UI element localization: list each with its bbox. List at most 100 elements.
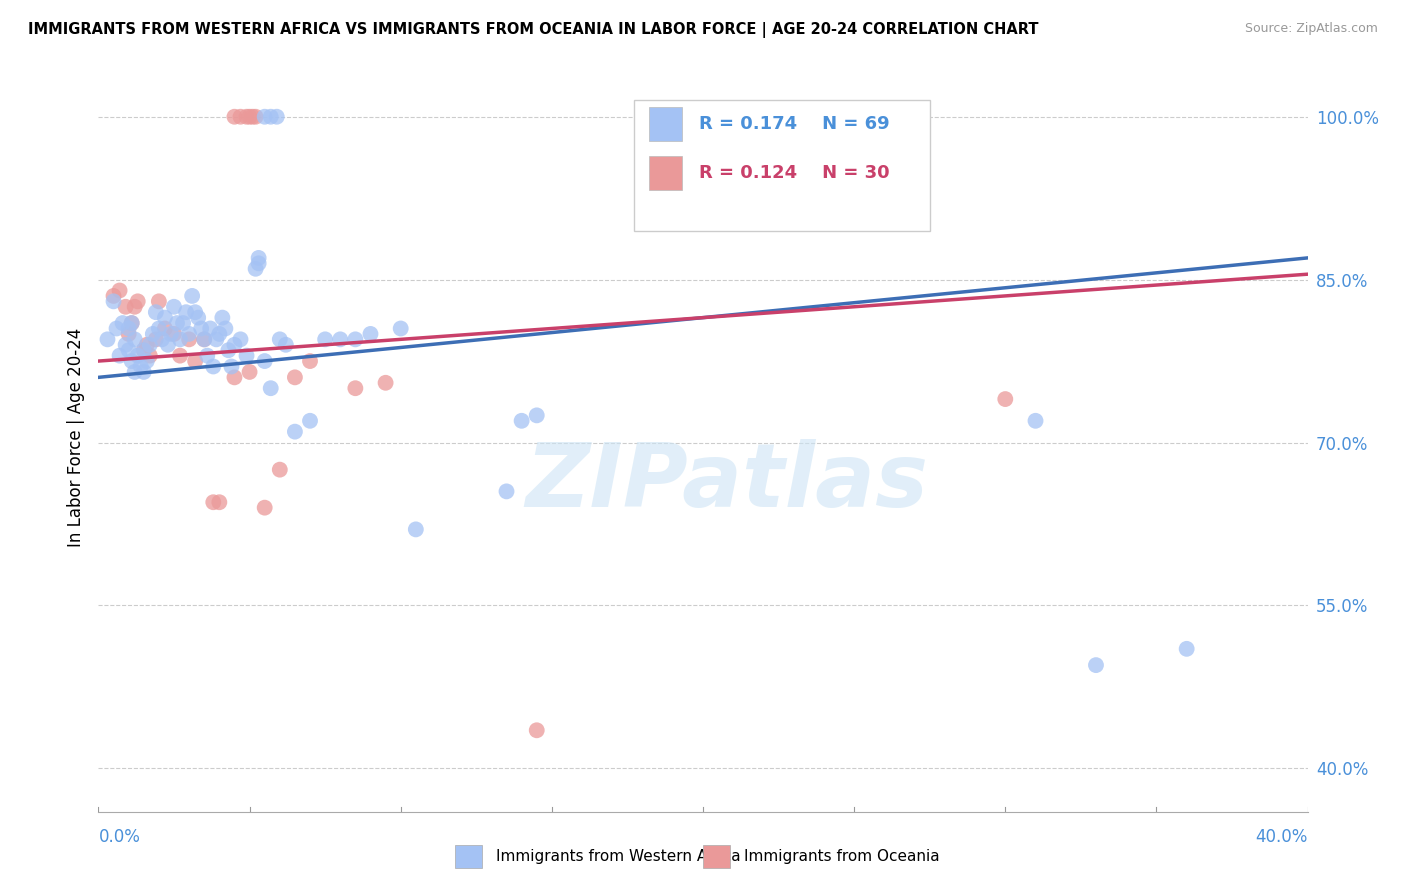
Point xyxy=(118,326,141,341)
Point xyxy=(114,338,136,352)
Point xyxy=(160,326,183,341)
Point xyxy=(108,284,131,298)
Point xyxy=(169,349,191,363)
Point xyxy=(253,354,276,368)
Point xyxy=(224,110,246,124)
Point xyxy=(208,495,231,509)
Point xyxy=(181,289,204,303)
Point xyxy=(174,305,197,319)
Point xyxy=(153,321,176,335)
Point xyxy=(526,409,548,423)
Point xyxy=(253,500,276,515)
Point xyxy=(121,316,143,330)
Bar xyxy=(648,156,682,190)
Point xyxy=(245,261,267,276)
Point xyxy=(103,289,125,303)
Point xyxy=(156,338,179,352)
Point xyxy=(111,316,134,330)
Point xyxy=(208,326,231,341)
Point xyxy=(145,332,167,346)
Point xyxy=(235,349,257,363)
Point xyxy=(118,321,141,335)
Point xyxy=(121,316,143,330)
Point xyxy=(229,332,252,346)
Point xyxy=(374,376,396,390)
Bar xyxy=(634,100,931,231)
Bar xyxy=(703,846,730,868)
Point xyxy=(114,300,136,314)
Point xyxy=(344,332,367,346)
Point xyxy=(103,294,125,309)
Point xyxy=(217,343,239,358)
Point xyxy=(260,110,283,124)
Point xyxy=(260,381,283,395)
Point xyxy=(314,332,336,346)
Text: 40.0%: 40.0% xyxy=(1256,828,1308,846)
Point xyxy=(200,321,222,335)
Point xyxy=(202,495,225,509)
Point xyxy=(193,332,215,346)
Point xyxy=(329,332,352,346)
Bar xyxy=(456,846,482,868)
Text: IMMIGRANTS FROM WESTERN AFRICA VS IMMIGRANTS FROM OCEANIA IN LABOR FORCE | AGE 2: IMMIGRANTS FROM WESTERN AFRICA VS IMMIGR… xyxy=(28,22,1039,38)
Point xyxy=(405,522,427,536)
Text: Source: ZipAtlas.com: Source: ZipAtlas.com xyxy=(1244,22,1378,36)
Point xyxy=(195,349,218,363)
Point xyxy=(127,294,149,309)
Text: R = 0.124    N = 30: R = 0.124 N = 30 xyxy=(699,164,890,182)
Point xyxy=(994,392,1017,406)
Point xyxy=(221,359,243,374)
Point xyxy=(108,349,131,363)
Point xyxy=(229,110,252,124)
Point xyxy=(242,110,264,124)
Point xyxy=(166,316,188,330)
Point xyxy=(247,256,270,270)
Point xyxy=(127,349,149,363)
Point xyxy=(495,484,517,499)
Point xyxy=(148,294,170,309)
Text: R = 0.174    N = 69: R = 0.174 N = 69 xyxy=(699,115,890,133)
Point xyxy=(132,365,155,379)
Point xyxy=(124,365,146,379)
Point xyxy=(163,326,186,341)
Point xyxy=(124,332,146,346)
Point xyxy=(510,414,533,428)
Point xyxy=(284,425,307,439)
Point xyxy=(132,343,155,358)
Point xyxy=(266,110,288,124)
Point xyxy=(190,321,212,335)
Point xyxy=(211,310,233,325)
Point xyxy=(269,463,291,477)
Point xyxy=(132,343,155,358)
Point xyxy=(1175,641,1198,656)
Point xyxy=(239,110,262,124)
Point xyxy=(1024,414,1046,428)
Point xyxy=(179,326,201,341)
Point xyxy=(135,354,157,368)
Y-axis label: In Labor Force | Age 20-24: In Labor Force | Age 20-24 xyxy=(66,327,84,547)
Point xyxy=(239,365,262,379)
Text: ZIPatlas: ZIPatlas xyxy=(526,439,929,525)
Point xyxy=(139,349,162,363)
Point xyxy=(172,316,194,330)
Point xyxy=(299,414,322,428)
Point xyxy=(344,381,367,395)
Point xyxy=(1085,658,1108,673)
Point xyxy=(135,338,157,352)
Point xyxy=(105,321,128,335)
Point xyxy=(142,326,165,341)
Point xyxy=(187,310,209,325)
Point xyxy=(163,300,186,314)
Point xyxy=(202,359,225,374)
Point xyxy=(129,359,152,374)
Point xyxy=(214,321,236,335)
Text: Immigrants from Oceania: Immigrants from Oceania xyxy=(744,849,939,864)
Point xyxy=(139,338,162,352)
Text: 0.0%: 0.0% xyxy=(98,828,141,846)
Bar xyxy=(648,107,682,141)
Point xyxy=(96,332,118,346)
Point xyxy=(121,354,143,368)
Point xyxy=(284,370,307,384)
Point xyxy=(389,321,412,335)
Point xyxy=(299,354,322,368)
